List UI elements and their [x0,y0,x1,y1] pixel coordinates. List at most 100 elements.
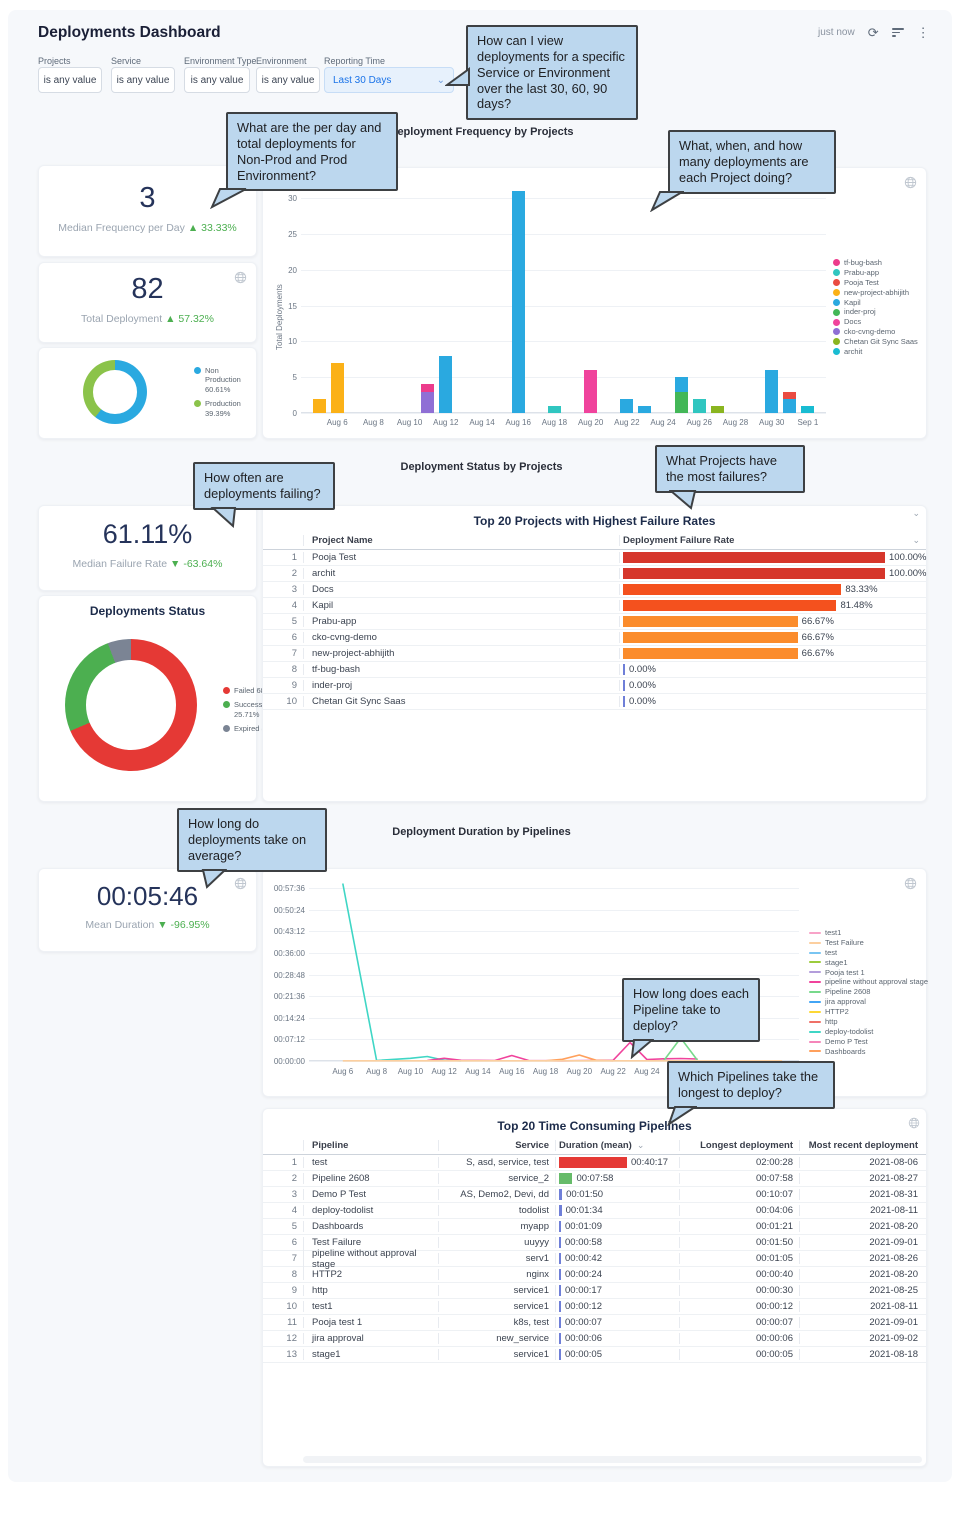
table-row: 7 new-project-abhijith 66.67% [263,646,926,662]
bar-segment[interactable] [330,362,344,413]
bar-segment[interactable] [439,355,453,413]
filter-projects[interactable]: is any value [38,67,102,93]
legend-item[interactable]: http [809,1018,928,1026]
filter-environment[interactable]: is any value [256,67,320,93]
y-tick-label: 00:50:24 [273,905,305,915]
bar-segment[interactable] [584,370,598,413]
legend-item[interactable]: Pooja Test [833,279,918,287]
bar-segment[interactable] [421,384,435,392]
project-name-cell: Pooja Test [303,552,619,563]
project-name-cell: new-project-abhijith [303,648,619,659]
legend-item[interactable]: Dashboards [809,1048,928,1056]
longest-cell: 00:01:05 [679,1253,799,1264]
globe-icon[interactable] [904,877,917,895]
legend-item[interactable]: Docs [833,318,918,326]
line-series[interactable] [342,883,462,1062]
legend-item[interactable]: stage1 [809,959,928,967]
kpi-card-median-failure: 61.11% Median Failure Rate ▼ -63.64% [38,505,257,591]
legend-item[interactable]: Test Failure [809,939,928,947]
horizontal-scrollbar[interactable] [303,1456,922,1463]
legend-item[interactable]: Prabu-app [833,269,918,277]
bar-segment[interactable] [710,405,724,413]
bar-segment[interactable] [312,398,326,413]
filter-label-service: Service [111,56,142,66]
duration-cell: 00:00:07 [555,1317,679,1328]
service-cell: AS, Demo2, Devi, dd [438,1189,555,1200]
legend-item[interactable]: test1 [809,929,928,937]
bar-segment[interactable] [783,391,797,399]
legend-item[interactable]: Failed 68.57% [223,686,289,695]
bar-segment[interactable] [638,405,652,413]
legend-item[interactable]: archit [833,348,918,356]
bar-segment[interactable] [620,398,634,413]
column-header-pipeline[interactable]: Pipeline [303,1140,438,1151]
failure-rate-bar [623,696,625,707]
bar-segment[interactable] [692,398,706,413]
legend-item[interactable]: cko-cvng-demo [833,328,918,336]
legend-item[interactable]: jira approval [809,998,928,1006]
duration-plot[interactable]: 00:57:36 00:50:24 00:43:12 00:36:00 00:28:48… [274,881,799,1076]
column-header-project-name[interactable]: Project Name [303,535,619,546]
bar-segment[interactable] [801,405,815,413]
duration-value: 00:01:50 [566,1189,604,1200]
column-header-longest[interactable]: Longest deployment [679,1140,799,1151]
environment-donut-chart[interactable] [83,360,147,424]
legend-item[interactable]: Expired 5.71% [223,724,289,733]
column-header-failure-rate[interactable]: Deployment Failure Rate ⌄ [619,535,926,546]
legend-item[interactable]: tf-bug-bash [833,259,918,267]
legend-item[interactable]: Production 39.39% [194,399,252,418]
legend-item[interactable]: Demo P Test [809,1038,928,1046]
bar-segment[interactable] [674,377,688,392]
table-header: Project Name Deployment Failure Rate ⌄ [263,532,926,550]
kpi-value: 82 [131,273,164,305]
column-header-recent[interactable]: Most recent deployment [799,1140,926,1151]
legend-item[interactable]: pipeline without approval stage [809,978,928,986]
status-donut-chart[interactable] [65,639,197,771]
refresh-icon[interactable]: ⟳ [867,25,879,40]
legend-label: Pipeline 2608 [825,987,871,997]
globe-icon[interactable] [234,877,247,895]
filter-list-icon[interactable] [891,28,904,37]
legend-item[interactable]: deploy-todolist [809,1028,928,1036]
filter-reporting-time[interactable]: Last 30 Days ⌄ [324,67,454,93]
filter-environment-type[interactable]: is any value [184,67,250,93]
legend-item[interactable]: Chetan Git Sync Saas [833,338,918,346]
header-actions: just now ⟳ ⋮ [818,26,930,39]
legend-item[interactable]: test [809,949,928,957]
globe-icon[interactable] [234,271,247,289]
card-title: Top 20 Time Consuming Pipelines [497,1119,692,1133]
globe-icon[interactable] [904,176,917,194]
line-series[interactable] [427,1041,698,1062]
globe-icon[interactable] [908,1117,920,1131]
column-header-service[interactable]: Service [438,1140,555,1151]
filter-value: is any value [43,74,97,86]
failure-rate-cell: 66.67% [619,648,926,659]
legend-item[interactable]: Non Production 60.61% [194,366,252,394]
bar-segment[interactable] [511,191,525,413]
filter-service[interactable]: is any value [111,67,175,93]
legend-item[interactable]: Pipeline 2608 [809,988,928,996]
gridline [309,931,799,933]
sort-chevron-icon[interactable]: ⌄ [636,1140,645,1150]
duration-bar [559,1333,561,1344]
legend-item[interactable]: inder-proj [833,308,918,316]
chevron-down-icon[interactable]: ⌄ [912,508,920,518]
callout-tail [445,67,470,86]
recent-cell: 2021-08-11 [799,1301,926,1312]
frequency-plot[interactable]: 0 5 10 15 20 25 30 Aug 6 Aug 8 Aug 10 Aug 12 Aug 14… [288,181,826,427]
legend-item[interactable]: Success 25.71% [223,700,289,719]
kpi-delta: ▲ 33.33% [187,222,237,234]
legend-item[interactable]: HTTP2 [809,1008,928,1016]
legend-swatch [809,971,821,974]
sort-chevron-icon[interactable]: ⌄ [912,535,920,545]
bar-segment[interactable] [674,391,688,413]
more-vert-icon[interactable]: ⋮ [916,25,930,40]
bar-segment[interactable] [547,405,561,413]
legend-item[interactable]: new-project-abhijith [833,289,918,297]
legend-item[interactable]: Kapil [833,299,918,307]
legend-item[interactable]: Pooja test 1 [809,969,928,977]
bar-segment[interactable] [421,391,435,413]
bar-segment[interactable] [765,370,779,413]
column-header-duration[interactable]: Duration (mean) ⌄ [555,1140,679,1151]
bar-segment[interactable] [783,398,797,413]
